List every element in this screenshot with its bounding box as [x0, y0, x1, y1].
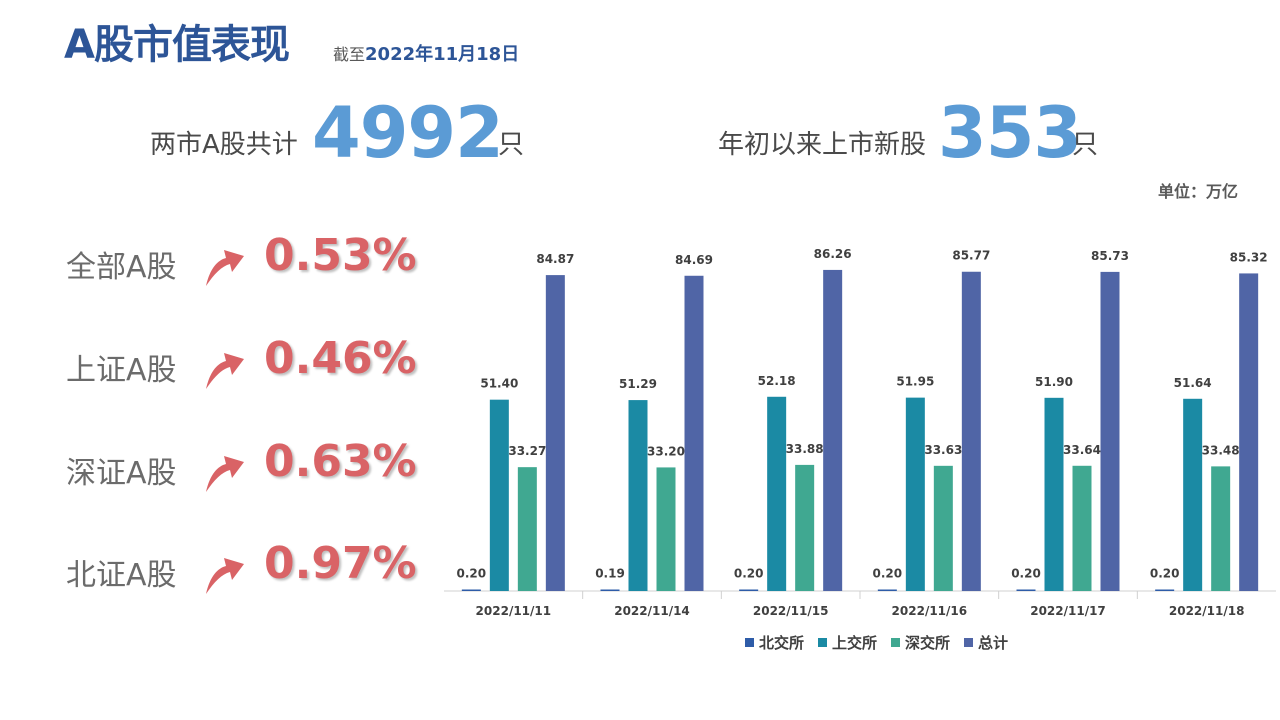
data-label: 33.27 — [508, 444, 546, 458]
legend-item: 北交所 — [745, 632, 804, 653]
index-change: 0.63% — [264, 436, 417, 487]
legend-label: 总计 — [978, 634, 1009, 652]
bar-0-1 — [600, 589, 620, 591]
bar-0-2 — [739, 589, 759, 591]
bar-1-4 — [1044, 397, 1064, 591]
data-label: 51.40 — [480, 377, 518, 391]
legend-item: 总计 — [964, 632, 1008, 653]
bar-3-3 — [961, 271, 981, 591]
data-label: 0.20 — [1011, 567, 1041, 581]
data-label: 33.88 — [786, 442, 824, 456]
bar-0-5 — [1155, 589, 1175, 591]
bar-0-0 — [461, 589, 481, 591]
bar-1-3 — [905, 397, 925, 591]
bar-1-0 — [489, 399, 509, 591]
as-of-date-value: 2022年11月18日 — [365, 44, 520, 65]
up-arrow-icon — [206, 558, 244, 594]
bar-2-3 — [933, 465, 953, 591]
total-stocks-label: 两市A股共计 — [150, 130, 298, 160]
unit-label: 单位：万亿 — [1158, 182, 1239, 201]
category-label: 2022/11/15 — [753, 604, 829, 618]
category-label: 2022/11/18 — [1169, 604, 1245, 618]
data-label: 51.29 — [619, 377, 657, 391]
bar-3-2 — [823, 269, 843, 591]
data-label: 51.95 — [896, 375, 934, 389]
page-title: A股市值表现 — [64, 22, 290, 68]
bar-3-1 — [684, 275, 704, 591]
legend-swatch — [891, 638, 901, 647]
data-label: 85.77 — [952, 249, 990, 263]
chart-legend: 北交所 上交所 深交所 总计 — [745, 632, 1008, 653]
bar-1-1 — [628, 400, 648, 591]
data-label: 0.20 — [873, 567, 903, 581]
data-label: 33.20 — [647, 444, 685, 458]
legend-item: 上交所 — [818, 632, 877, 653]
data-label: 51.64 — [1174, 376, 1212, 390]
index-label: 上证A股 — [66, 353, 177, 388]
category-label: 2022/11/11 — [476, 604, 552, 618]
new-listings-label: 年初以来上市新股 — [718, 130, 927, 160]
index-row-sh: 上证A股 0.46% — [0, 333, 440, 413]
index-row-all: 全部A股 0.53% — [0, 230, 440, 310]
data-label: 85.32 — [1230, 250, 1268, 264]
data-label: 33.48 — [1202, 443, 1240, 457]
legend-label: 深交所 — [905, 634, 951, 652]
new-listings-value: 353 — [938, 92, 1082, 174]
new-listings-unit: 只 — [1072, 130, 1099, 160]
bar-2-4 — [1072, 465, 1092, 591]
data-label: 0.20 — [734, 567, 764, 581]
index-label: 北证A股 — [66, 558, 177, 593]
bar-0-3 — [877, 589, 897, 591]
as-of-prefix: 截至 — [333, 45, 366, 64]
up-arrow-icon — [206, 250, 244, 286]
legend-label: 上交所 — [832, 634, 878, 652]
market-cap-bar-chart: 0.20 51.40 33.27 84.87 2022/11/11 0.19 51.29 33… — [444, 247, 1276, 618]
data-label: 84.87 — [536, 252, 574, 266]
data-label: 33.63 — [924, 443, 962, 457]
data-label: 0.20 — [1150, 567, 1180, 581]
index-row-bj: 北证A股 0.97% — [0, 538, 440, 618]
data-label: 33.64 — [1063, 443, 1101, 457]
up-arrow-icon — [206, 456, 244, 492]
index-row-sz: 深证A股 0.63% — [0, 436, 440, 516]
legend-item: 深交所 — [891, 632, 950, 653]
as-of-date: 截至2022年11月18日 — [333, 40, 519, 66]
bar-3-4 — [1100, 271, 1120, 591]
data-label: 0.19 — [595, 567, 625, 581]
bar-2-1 — [656, 467, 676, 591]
total-stocks-unit: 只 — [498, 130, 525, 160]
legend-label: 北交所 — [759, 634, 805, 652]
bar-2-2 — [795, 464, 815, 591]
bar-3-5 — [1239, 273, 1259, 591]
bar-0-4 — [1016, 589, 1036, 591]
bar-1-2 — [767, 396, 787, 591]
index-change: 0.97% — [264, 538, 417, 589]
bar-2-5 — [1211, 466, 1231, 591]
data-label: 86.26 — [814, 247, 852, 261]
bar-2-0 — [517, 467, 537, 591]
category-label: 2022/11/16 — [892, 604, 968, 618]
data-label: 84.69 — [675, 253, 713, 267]
category-label: 2022/11/14 — [614, 604, 690, 618]
data-label: 85.73 — [1091, 249, 1129, 263]
legend-swatch — [964, 638, 974, 647]
index-label: 深证A股 — [66, 456, 177, 491]
up-arrow-icon — [206, 353, 244, 389]
index-change: 0.46% — [264, 333, 417, 384]
legend-swatch — [745, 638, 754, 647]
legend-swatch — [818, 638, 828, 647]
index-change: 0.53% — [264, 230, 417, 281]
index-label: 全部A股 — [66, 250, 177, 285]
bar-3-0 — [545, 275, 565, 591]
data-label: 0.20 — [457, 567, 487, 581]
total-stocks-value: 4992 — [312, 92, 504, 174]
category-label: 2022/11/17 — [1030, 604, 1106, 618]
data-label: 51.90 — [1035, 375, 1073, 389]
data-label: 52.18 — [758, 374, 796, 388]
bar-1-5 — [1183, 398, 1203, 591]
